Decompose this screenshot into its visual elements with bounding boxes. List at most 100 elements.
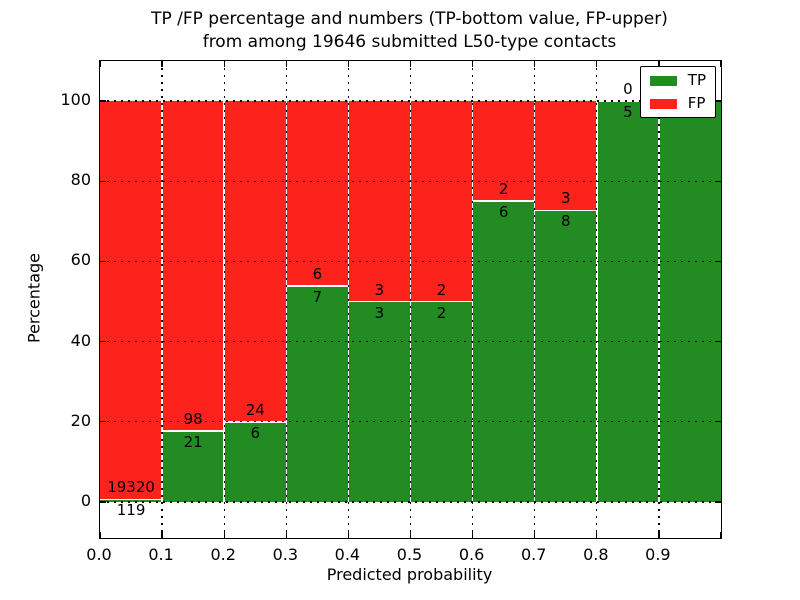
vertical-gridline bbox=[285, 61, 287, 538]
bar-stack-boundary bbox=[348, 300, 411, 303]
x-tick-mark bbox=[658, 532, 660, 538]
vertical-gridline bbox=[409, 61, 412, 538]
tp-count-label: 2 bbox=[436, 303, 447, 322]
fp-bar-segment bbox=[286, 101, 349, 287]
x-tick-mark bbox=[534, 532, 536, 538]
y-tick-label: 60 bbox=[70, 250, 91, 270]
x-tick-mark bbox=[347, 532, 350, 538]
tp-bar-segment bbox=[162, 431, 225, 502]
legend-entry-fp: FP bbox=[649, 94, 706, 112]
tp-bar-segment bbox=[658, 101, 721, 502]
x-tick-mark bbox=[720, 532, 722, 538]
tp-bar-segment bbox=[286, 286, 349, 502]
horizontal-gridline bbox=[100, 340, 721, 343]
bar-stack-boundary bbox=[410, 300, 473, 303]
fp-bar-segment bbox=[348, 101, 411, 302]
x-tick-mark-top bbox=[285, 61, 287, 67]
x-tick-mark-top bbox=[658, 61, 660, 67]
tp-count-label: 119 bbox=[116, 501, 146, 520]
x-tick-label: 0.1 bbox=[148, 545, 174, 564]
x-tick-mark-top bbox=[99, 61, 101, 67]
tp-bar-segment bbox=[348, 301, 411, 502]
x-tick-mark-top bbox=[720, 61, 722, 67]
x-tick-mark bbox=[99, 532, 101, 538]
x-tick-label: 0.5 bbox=[396, 545, 423, 564]
y-tick-label: 20 bbox=[70, 410, 91, 430]
fp-bar-segment bbox=[472, 101, 535, 202]
tp-count-label: 6 bbox=[250, 423, 261, 442]
vertical-gridline bbox=[534, 61, 536, 538]
chart-title-line2: from among 19646 submitted L50-type cont… bbox=[202, 32, 617, 52]
y-tick-mark-right bbox=[715, 421, 721, 423]
horizontal-gridline bbox=[100, 100, 721, 102]
y-tick-label: 80 bbox=[70, 170, 91, 190]
tp-count-label: 21 bbox=[183, 433, 203, 452]
x-tick-mark-top bbox=[409, 61, 412, 67]
horizontal-gridline bbox=[100, 260, 721, 263]
y-tick-mark bbox=[100, 501, 106, 503]
y-tick-mark bbox=[100, 260, 106, 263]
fp-legend-swatch bbox=[649, 98, 677, 109]
x-tick-mark bbox=[285, 532, 287, 538]
fp-bar-segment bbox=[100, 101, 163, 500]
tp-count-label: 5 bbox=[623, 103, 633, 122]
vertical-gridline bbox=[347, 61, 350, 538]
y-tick-mark bbox=[100, 340, 106, 343]
bar-stack-boundary bbox=[472, 200, 535, 203]
y-tick-mark bbox=[100, 100, 106, 102]
x-tick-label: 0.3 bbox=[272, 545, 299, 564]
tp-bar-segment bbox=[596, 101, 659, 502]
x-tick-mark-top bbox=[471, 61, 474, 67]
x-tick-mark-top bbox=[347, 61, 350, 67]
x-axis-label: Predicted probability bbox=[326, 565, 493, 584]
x-tick-mark bbox=[596, 532, 598, 538]
fp-count-label: 2 bbox=[498, 180, 509, 199]
x-tick-label: 0.8 bbox=[583, 545, 609, 564]
y-tick-mark-right bbox=[715, 340, 721, 343]
tp-count-label: 7 bbox=[312, 288, 323, 307]
x-tick-label: 0.6 bbox=[458, 545, 485, 564]
tp-count-label: 6 bbox=[498, 203, 509, 222]
y-tick-mark-right bbox=[715, 501, 721, 503]
fp-count-label: 24 bbox=[245, 400, 265, 419]
tp-count-label: 8 bbox=[560, 212, 571, 231]
tp-bar-segment bbox=[224, 421, 287, 502]
tp-bar-segment bbox=[410, 301, 473, 502]
x-tick-mark-top bbox=[534, 61, 536, 67]
vertical-gridline bbox=[658, 61, 660, 538]
x-tick-mark bbox=[223, 532, 225, 538]
fp-count-label: 3 bbox=[560, 189, 571, 208]
legend-entry-tp: TP bbox=[649, 73, 706, 88]
tp-legend-swatch bbox=[649, 75, 677, 86]
y-tick-mark-right bbox=[715, 260, 721, 263]
fp-legend-label: FP bbox=[687, 94, 706, 112]
bar-stack-boundary bbox=[534, 209, 597, 212]
fp-count-label: 6 bbox=[312, 265, 323, 284]
bar-stack-boundary bbox=[286, 285, 349, 287]
fp-count-label: 3 bbox=[374, 280, 385, 299]
y-tick-label: 0 bbox=[80, 490, 91, 510]
horizontal-gridline bbox=[100, 421, 721, 423]
bar-stack-boundary bbox=[100, 498, 163, 501]
tp-bar-segment bbox=[472, 201, 535, 502]
fp-count-label: 2 bbox=[436, 280, 447, 299]
tp-bar-segment bbox=[100, 499, 163, 502]
x-tick-label: 0.4 bbox=[334, 545, 361, 564]
x-tick-mark-top bbox=[596, 61, 598, 67]
x-tick-label: 0.7 bbox=[520, 545, 547, 564]
fp-bar-segment bbox=[534, 101, 597, 211]
vertical-gridline bbox=[223, 61, 225, 538]
x-tick-label: 0.9 bbox=[645, 545, 671, 564]
y-tick-mark-right bbox=[715, 100, 721, 102]
fp-count-label: 0 bbox=[623, 80, 633, 99]
tp-bar-segment bbox=[534, 210, 597, 502]
x-tick-mark-top bbox=[223, 61, 225, 67]
y-tick-mark bbox=[100, 421, 106, 423]
plot-area: TP FP 193201199821246673322263805011 bbox=[99, 60, 722, 539]
vertical-gridline bbox=[596, 61, 598, 538]
y-tick-label: 40 bbox=[70, 330, 91, 350]
horizontal-gridline bbox=[100, 180, 721, 182]
x-tick-label: 0.0 bbox=[86, 545, 112, 564]
y-tick-label: 100 bbox=[60, 90, 91, 110]
